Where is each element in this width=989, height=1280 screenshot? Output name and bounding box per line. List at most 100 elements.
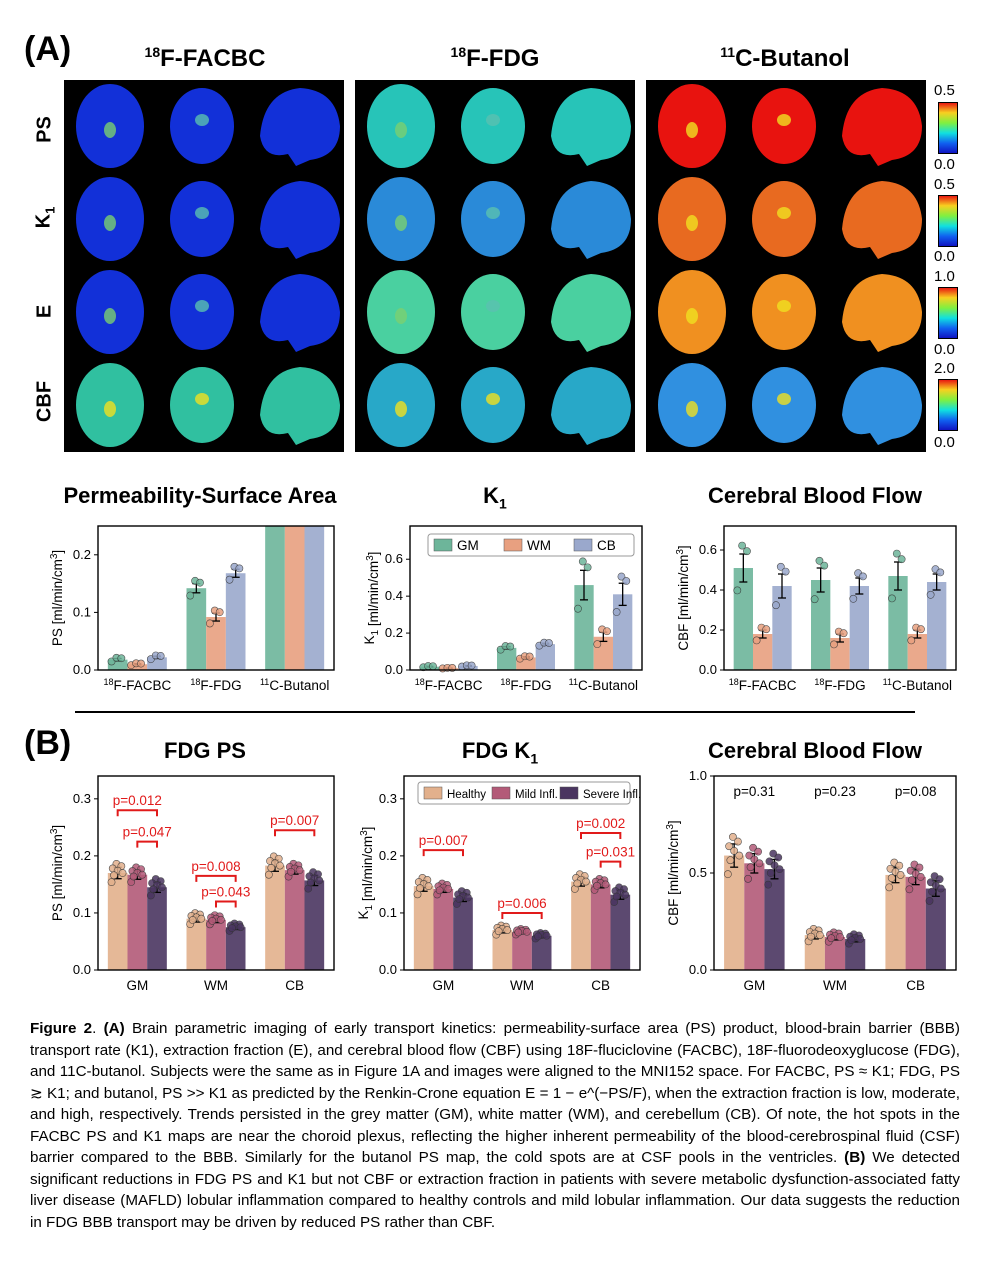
- data-point: [464, 893, 472, 902]
- brain-panel-butanol: [646, 80, 926, 452]
- data-point: [897, 555, 906, 564]
- data-point: [545, 639, 553, 647]
- bar: [497, 647, 517, 670]
- data-point: [523, 927, 531, 936]
- x-tick-label: 11C-Butanol: [260, 677, 329, 693]
- x-tick-label: 18F-FACBC: [103, 677, 171, 693]
- p-value-label: p=0.31: [733, 784, 775, 799]
- data-point: [186, 591, 195, 600]
- data-point: [110, 871, 118, 880]
- bar: [107, 659, 128, 670]
- bar: [744, 863, 765, 970]
- data-point: [188, 916, 197, 924]
- brain-axial-hotspot: [395, 215, 407, 231]
- brain-coronal-hotspot: [195, 114, 209, 126]
- brain-sagittal-slice: [842, 367, 922, 445]
- legend-label: GM: [457, 538, 479, 553]
- y-tick-label: 0.3: [379, 791, 397, 806]
- plot-frame: [403, 775, 641, 971]
- data-point: [746, 863, 755, 872]
- brain-coronal-hotspot: [777, 207, 791, 219]
- legend-swatch: [433, 538, 453, 552]
- data-point: [228, 924, 236, 933]
- y-axis-label: PS [ml/min/cm3]: [49, 825, 65, 921]
- colorbar-min-e: 0.0: [934, 341, 955, 358]
- data-point: [772, 601, 780, 610]
- plot-frame: [713, 775, 957, 971]
- significance-bracket: [274, 829, 316, 837]
- chart-k1-tracers: 0.0 0.2 0.4 0.6 K1 [ml/min/cm3] 18F-FACBC 18F-…: [362, 525, 643, 693]
- colorbar-min-cbf: 0.0: [934, 434, 955, 451]
- data-point: [621, 890, 630, 899]
- data-point: [730, 846, 739, 855]
- data-point: [582, 877, 590, 886]
- caption-label: Figure 2: [30, 1020, 93, 1037]
- bar: [225, 573, 246, 670]
- bar: [265, 526, 285, 670]
- chart-title-cbf-b: Cerebral Blood Flow: [708, 738, 922, 763]
- y-tick-label: 0.4: [385, 588, 403, 603]
- row-label-k1: K1: [32, 206, 58, 229]
- data-point: [781, 567, 790, 576]
- bar: [304, 526, 325, 670]
- data-point: [424, 882, 433, 891]
- chart-title-k1: K1: [483, 483, 507, 512]
- p-value-label: p=0.007: [419, 833, 468, 848]
- y-tick-label: 0.0: [379, 962, 397, 977]
- data-point: [830, 640, 838, 649]
- caption-b-tag: (B): [844, 1149, 866, 1166]
- data-point: [895, 861, 904, 870]
- y-axis-label: K1 [ml/min/cm3]: [356, 827, 375, 920]
- data-point: [734, 837, 742, 846]
- chart-title-fdg-k1: FDG K1: [461, 738, 539, 767]
- legend-swatch: [559, 786, 579, 800]
- data-point: [117, 654, 126, 663]
- brain-coronal-hotspot: [777, 114, 791, 126]
- data-point: [743, 547, 751, 556]
- data-point: [928, 887, 936, 896]
- y-axis-label: CBF [ml/min/cm3]: [675, 545, 691, 650]
- legend-label: Mild Infl.: [515, 789, 558, 801]
- data-point: [455, 895, 464, 904]
- bar: [265, 865, 285, 970]
- data-point: [762, 625, 771, 634]
- brain-axial-hotspot: [686, 401, 698, 417]
- plot-frame: [97, 775, 335, 971]
- legend-label: WM: [527, 538, 551, 553]
- y-tick-label: 0.3: [73, 791, 91, 806]
- chart-cbf-tracers: 0.0 0.2 0.4 0.6 CBF [ml/min/cm3] 18F-FACBC 18F…: [675, 525, 957, 693]
- brain-maps-fdg: [367, 84, 631, 447]
- bar: [186, 588, 207, 670]
- panel-b-label: (B): [24, 724, 72, 762]
- row-label-cbf: CBF: [33, 380, 56, 423]
- data-point: [820, 561, 829, 570]
- p-value-label: p=0.047: [123, 825, 172, 840]
- brain-sagittal-slice: [260, 274, 340, 352]
- data-point: [917, 625, 925, 634]
- legend-swatch: [423, 786, 443, 800]
- data-point: [807, 932, 815, 941]
- x-tick-label: WM: [510, 978, 534, 993]
- data-point: [612, 892, 621, 901]
- data-point: [578, 557, 587, 566]
- data-point: [752, 636, 761, 645]
- x-tick-label: 18F-FACBC: [729, 677, 797, 693]
- p-value-label: p=0.031: [586, 845, 635, 860]
- data-point: [506, 642, 515, 651]
- brain-coronal-hotspot: [486, 114, 500, 126]
- significance-bracket: [501, 911, 543, 919]
- brain-sagittal-slice: [842, 181, 922, 259]
- data-point: [766, 869, 775, 877]
- x-tick-label: 18F-FACBC: [415, 677, 483, 693]
- data-point: [429, 662, 437, 671]
- data-point: [896, 871, 905, 879]
- brain-coronal-hotspot: [777, 393, 791, 405]
- bar: [531, 935, 552, 970]
- significance-bracket: [422, 849, 464, 857]
- brain-axial-hotspot: [686, 215, 698, 231]
- brain-panel-fdg: [355, 80, 635, 452]
- data-point: [735, 851, 744, 860]
- significance-bracket: [116, 809, 158, 817]
- data-point: [622, 577, 631, 585]
- brain-axial-hotspot: [104, 401, 116, 417]
